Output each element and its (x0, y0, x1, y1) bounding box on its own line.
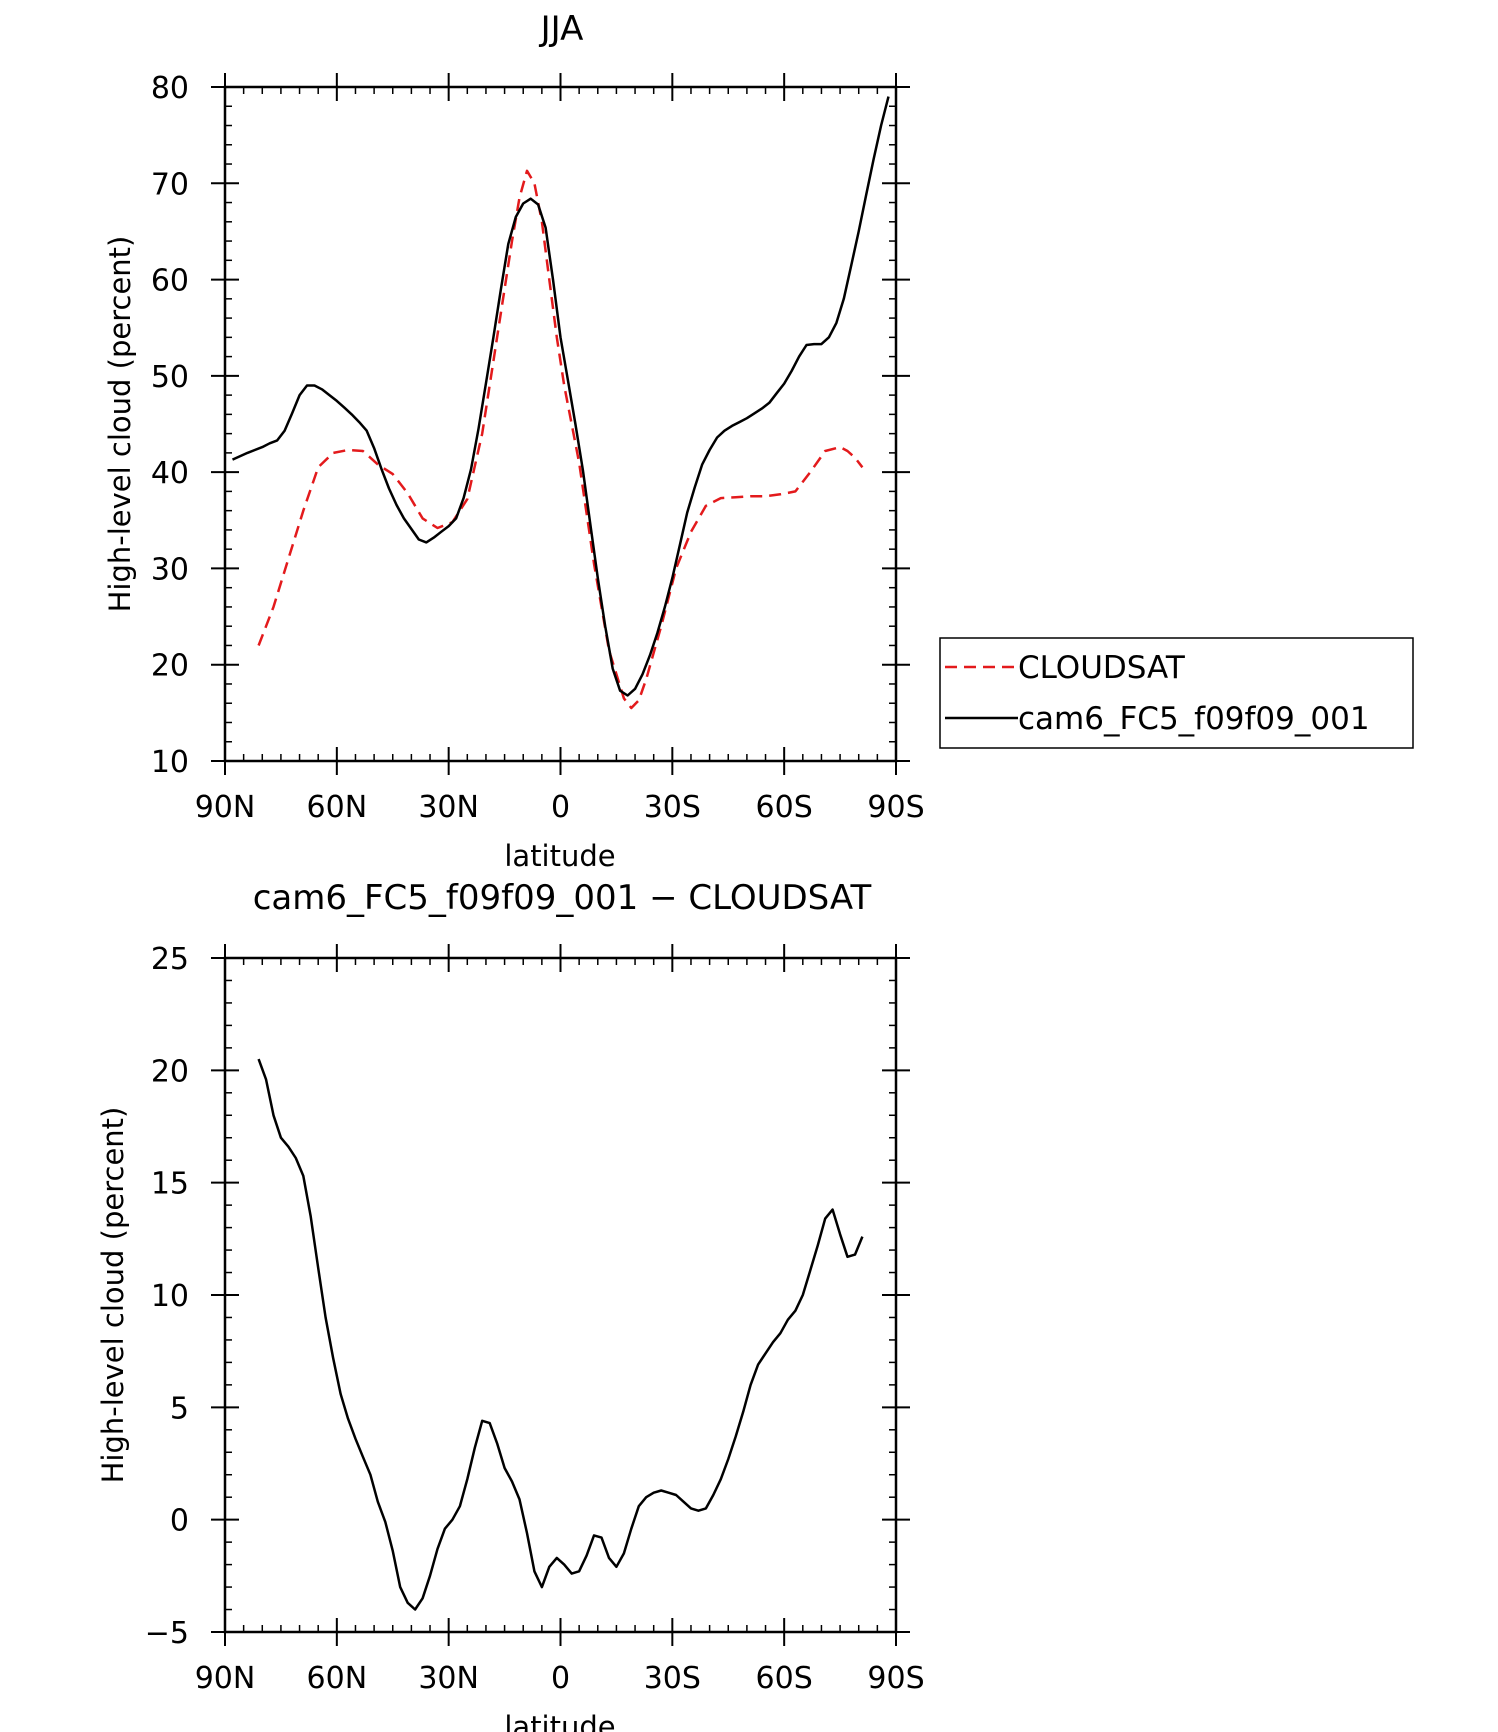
bottom-ticks: 90N 60N 30N 0 30S 60S 90S −5 0 5 10 15 20 25 (145, 942, 925, 1696)
legend-label-model: cam6_FC5_f09f09_001 (1018, 701, 1370, 737)
x-tick-label: 0 (551, 790, 570, 825)
x-tick-label: 60N (307, 1661, 368, 1696)
cloudsat-series-line (257, 169, 864, 710)
y-tick-label: 60 (151, 264, 189, 299)
y-tick-label: 10 (151, 1279, 189, 1314)
x-tick-label: 60N (307, 790, 368, 825)
bottom-panel: cam6_FC5_f09f09_001 − CLOUDSAT 90N 60N 30N… (96, 878, 925, 1732)
y-tick-label: 40 (151, 456, 189, 491)
top-series (231, 96, 890, 710)
top-chart-title: JJA (539, 9, 584, 49)
y-tick-label: 20 (151, 649, 189, 684)
x-tick-label: 0 (551, 1661, 570, 1696)
x-tick-label: 90S (867, 790, 924, 825)
x-tick-label: 30N (418, 790, 479, 825)
y-tick-label: 70 (151, 167, 189, 202)
difference-series-line (257, 1058, 864, 1611)
legend-box (939, 637, 1414, 749)
top-y-axis-label: High-level cloud (percent) (103, 236, 137, 613)
legend-label-cloudsat: CLOUDSAT (1018, 650, 1186, 686)
y-tick-label: 15 (151, 1167, 189, 1202)
top-panel: JJA 90N 60N 30N 0 30S 60S 90S1020304050607080 … (103, 9, 1414, 873)
x-tick-label: 90N (195, 1661, 256, 1696)
y-tick-label: 5 (170, 1391, 189, 1426)
top-x-axis-label: latitude (504, 839, 615, 873)
y-tick-label: 20 (151, 1054, 189, 1089)
y-tick-label: 30 (151, 552, 189, 587)
bottom-series (257, 1058, 864, 1611)
x-tick-label: 30N (418, 1661, 479, 1696)
bottom-x-axis-label: latitude (504, 1710, 615, 1732)
top-plot-frame (223, 85, 898, 763)
x-tick-label: 60S (756, 790, 813, 825)
y-tick-label: 50 (151, 360, 189, 395)
bottom-chart-title: cam6_FC5_f09f09_001 − CLOUDSAT (253, 878, 872, 918)
x-tick-label: 60S (756, 1661, 813, 1696)
y-tick-label: 25 (151, 942, 189, 977)
bottom-y-axis-label: High-level cloud (percent) (96, 1107, 130, 1484)
x-tick-label: 30S (644, 790, 701, 825)
y-tick-label: −5 (145, 1616, 189, 1651)
top-ticks: 90N 60N 30N 0 30S 60S 90S 10 20 30 40 50 60 70 80 (151, 71, 925, 825)
y-tick-label: 80 (151, 71, 189, 106)
x-tick-label: 90N (195, 790, 256, 825)
x-tick-label: 30S (644, 1661, 701, 1696)
y-tick-label: 10 (151, 745, 189, 780)
bottom-plot-frame (223, 956, 898, 1634)
cam6-fc5-f09f09-001-series-line (231, 96, 890, 697)
y-tick-label: 0 (170, 1504, 189, 1539)
x-tick-label: 90S (867, 1661, 924, 1696)
legend: CLOUDSAT cam6_FC5_f09f09_001 (939, 637, 1414, 749)
